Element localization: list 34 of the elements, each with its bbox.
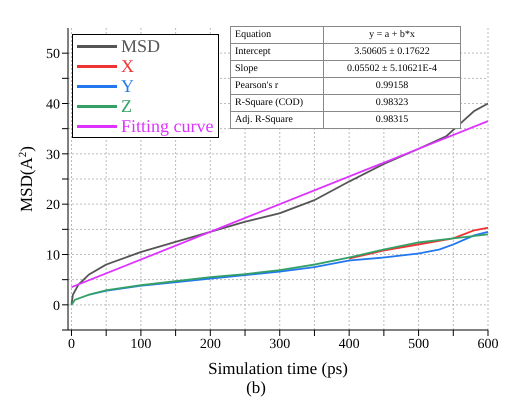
x-tick-label: 300 xyxy=(269,336,290,352)
y-tick-label: 10 xyxy=(46,248,60,264)
legend-label: Z xyxy=(121,96,132,116)
annotation: Adj. R-Square xyxy=(230,112,324,128)
y-tick-label: 20 xyxy=(46,198,60,214)
line-series xyxy=(348,226,488,260)
line-series xyxy=(70,233,488,306)
legend-label: X xyxy=(121,56,134,76)
x-tick-label: 600 xyxy=(478,336,498,352)
annotation: Slope xyxy=(230,60,324,78)
y-tick-label: 0 xyxy=(53,298,60,314)
annotation: y = a + b*x xyxy=(324,26,460,44)
y-tick-label: 30 xyxy=(46,148,60,163)
annotation: 0.98315 xyxy=(324,112,460,128)
text: (b) xyxy=(245,378,267,398)
x-tick-label: 500 xyxy=(408,336,430,352)
x-tick-label: 100 xyxy=(130,336,152,352)
annotation: Equation xyxy=(230,26,324,44)
y-tick-label: 40 xyxy=(46,97,60,112)
legend-label: Fitting curve xyxy=(121,116,214,136)
annotation: R-Square (COD) xyxy=(230,94,324,112)
x-tick-label: 200 xyxy=(200,336,221,352)
annotation: 0.98323 xyxy=(324,94,460,112)
legend-label: Y xyxy=(121,76,134,96)
legend-label: MSD xyxy=(121,36,160,56)
annotation: Intercept xyxy=(230,44,324,60)
x-axis-title: Simulation time (ps) xyxy=(208,359,348,378)
annotation: 0.99158 xyxy=(324,78,460,94)
y-tick-label: 50 xyxy=(46,47,60,62)
annotation: 0.05502 ± 5.10621E-4 xyxy=(324,60,460,78)
annotation: 3.50605 ± 0.17622 xyxy=(324,44,460,60)
annotation: Pearson's r xyxy=(230,78,324,94)
x-tick-label: 0 xyxy=(68,336,75,352)
x-tick-label: 400 xyxy=(338,336,360,352)
